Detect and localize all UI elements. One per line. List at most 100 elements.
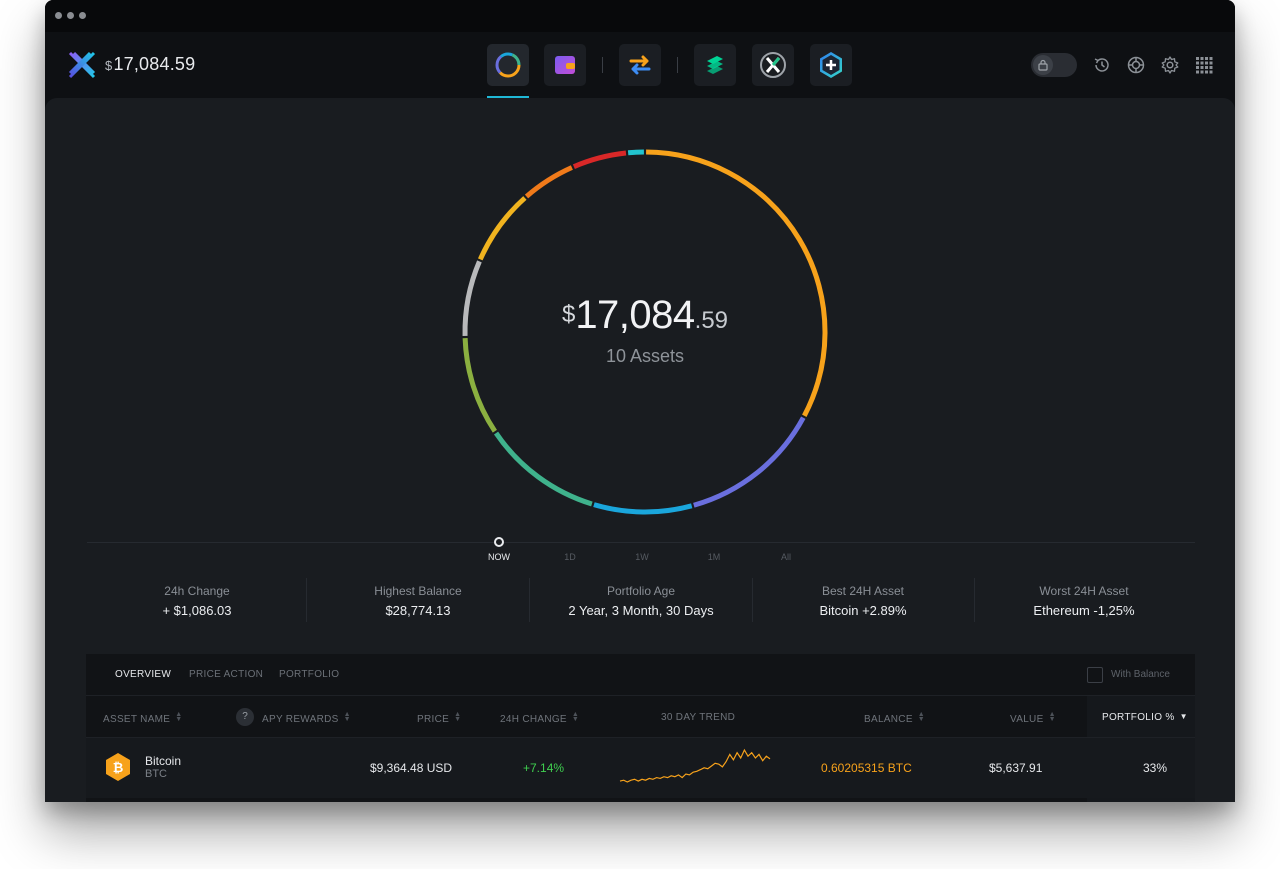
- table-header: ASSET NAME ▲ ▼ ? APY REWARDS ▲ ▼ PRICE ▲ ▼ 24H…: [86, 696, 1195, 738]
- column-apy-rewards[interactable]: APY REWARDS ▲ ▼: [262, 711, 351, 725]
- nav-exchange-button[interactable]: [619, 44, 661, 86]
- help-icon: [1127, 56, 1145, 74]
- stat-label: Best 24H Asset: [821, 584, 905, 598]
- portfolio-ring-chart: [462, 149, 828, 515]
- sort-icon: ▲ ▼: [1048, 711, 1056, 723]
- sort-icon: ▲ ▼: [454, 711, 462, 723]
- apps-grid-button[interactable]: [1193, 54, 1215, 76]
- portfolio-panel: $17,084.59 10 Assets NOW 1D 1W 1M All 24…: [45, 98, 1235, 802]
- window-minimize-dot[interactable]: [67, 12, 74, 19]
- lock-toggle-knob: [1033, 55, 1053, 75]
- with-balance-label: With Balance: [1111, 669, 1170, 680]
- stat-divider: [752, 578, 753, 622]
- asset-balance: 0.60205315 BTC: [821, 761, 912, 775]
- ring-segment[interactable]: [493, 431, 593, 507]
- nav-add-app-button[interactable]: [810, 44, 852, 86]
- with-balance-checkbox[interactable]: [1087, 667, 1103, 683]
- stat-label: Worst 24H Asset: [1039, 584, 1129, 598]
- tab-overview[interactable]: OVERVIEW: [115, 669, 172, 680]
- column-portfolio-pct-label: PORTFOLIO %: [1102, 712, 1175, 723]
- column-24h-change[interactable]: 24H CHANGE ▲ ▼: [500, 711, 580, 725]
- history-button[interactable]: [1091, 54, 1113, 76]
- header-balance: $17,084.59: [105, 54, 195, 75]
- stat-label: Highest Balance: [374, 584, 462, 598]
- table-row[interactable]: ₿ Bitcoin BTC $9,364.48 USD +7.14% 0.602…: [86, 738, 1195, 798]
- sparkline-line: [619, 748, 771, 783]
- timeline-all[interactable]: All: [780, 552, 791, 562]
- apps-grid-icon: [1196, 57, 1213, 74]
- table-tabs: OVERVIEW PRICE ACTION PORTFOLIO With Bal…: [86, 654, 1195, 696]
- stat-value: 2 Year, 3 Month, 30 Days: [568, 603, 714, 618]
- stat-value: Ethereum -1,25%: [1033, 603, 1135, 618]
- asset-24h-change: +7.14%: [523, 761, 565, 775]
- ring-segment[interactable]: [462, 260, 482, 337]
- asset-portfolio-pct: 33%: [1143, 761, 1168, 775]
- column-balance-label: BALANCE: [864, 714, 913, 725]
- timeline-marker[interactable]: [494, 537, 504, 547]
- portfolio-total-decimal: .59: [694, 307, 729, 334]
- settings-icon: [1161, 56, 1179, 74]
- sort-icon: ▲ ▼: [571, 711, 580, 723]
- stat-value: Bitcoin +2.89%: [819, 603, 907, 618]
- apy-help-icon[interactable]: ?: [236, 708, 254, 726]
- asset-name: Bitcoin: [145, 754, 182, 768]
- nav-exodus-app-button[interactable]: [752, 44, 794, 86]
- stat-divider: [529, 578, 530, 622]
- nav-wallet-button[interactable]: [544, 44, 586, 86]
- stat-divider: [306, 578, 307, 622]
- timeline-1d[interactable]: 1D: [564, 552, 576, 562]
- lock-toggle[interactable]: [1031, 53, 1077, 77]
- compound-app-icon: [707, 56, 723, 74]
- ring-segment[interactable]: [593, 502, 693, 515]
- asset-ticker: BTC: [145, 768, 167, 780]
- sort-icon: ▲ ▼: [175, 711, 183, 723]
- nav-compound-app-button[interactable]: [694, 44, 736, 86]
- asset-trend-sparkline: [619, 748, 771, 783]
- asset-count: 10 Assets: [605, 346, 685, 366]
- ring-segment[interactable]: [462, 338, 497, 433]
- timeline-1w[interactable]: 1W: [635, 552, 649, 562]
- timeline-now[interactable]: NOW: [488, 552, 510, 562]
- header-balance-amount: 17,084.59: [113, 54, 196, 74]
- portfolio-total: $17,084.59: [445, 293, 845, 338]
- column-balance[interactable]: BALANCE ▲ ▼: [864, 711, 925, 725]
- column-price[interactable]: PRICE ▲ ▼: [417, 711, 462, 725]
- stat-best-asset: Best 24H Asset Bitcoin +2.89%: [758, 584, 968, 618]
- portfolio-total-symbol: $: [561, 301, 576, 328]
- ring-segment[interactable]: [477, 196, 527, 261]
- stat-label: 24h Change: [164, 584, 230, 598]
- settings-button[interactable]: [1159, 54, 1181, 76]
- nav-separator: [602, 57, 603, 73]
- wallet-icon: [555, 56, 575, 74]
- column-portfolio-pct[interactable]: PORTFOLIO % ▼: [1102, 712, 1188, 723]
- svg-text:₿: ₿: [113, 761, 124, 776]
- timeline-1m[interactable]: 1M: [707, 552, 721, 562]
- tab-portfolio[interactable]: PORTFOLIO: [279, 669, 340, 680]
- stat-divider: [974, 578, 975, 622]
- stat-worst-asset: Worst 24H Asset Ethereum -1,25%: [979, 584, 1189, 618]
- column-asset-name[interactable]: ASSET NAME ▲ ▼: [103, 711, 183, 725]
- column-asset-name-label: ASSET NAME: [103, 714, 171, 725]
- help-button[interactable]: [1125, 54, 1147, 76]
- window-close-dot[interactable]: [55, 12, 62, 19]
- history-icon: [1094, 58, 1109, 72]
- ring-segment[interactable]: [572, 150, 627, 169]
- header-balance-symbol: $: [105, 58, 113, 73]
- ring-segment[interactable]: [646, 149, 828, 417]
- ring-segment[interactable]: [524, 165, 573, 199]
- stat-value: $28,774.13: [385, 603, 451, 618]
- stat-highest-balance: Highest Balance $28,774.13: [313, 584, 523, 618]
- tab-price-action[interactable]: PRICE ACTION: [189, 669, 264, 680]
- sort-icon: ▲ ▼: [343, 711, 351, 723]
- portfolio-icon: [495, 52, 521, 78]
- stat-portfolio-age: Portfolio Age 2 Year, 3 Month, 30 Days: [536, 584, 746, 618]
- nav-portfolio-button[interactable]: [487, 44, 529, 86]
- timeline-track: [87, 542, 1195, 543]
- exodus-logo-icon: [68, 51, 96, 79]
- ring-segment[interactable]: [693, 416, 806, 508]
- nav-separator: [677, 57, 678, 73]
- window-maximize-dot[interactable]: [79, 12, 86, 19]
- ring-segment[interactable]: [627, 149, 644, 156]
- asset-value: $5,637.91: [989, 761, 1043, 775]
- column-value[interactable]: VALUE ▲ ▼: [1010, 711, 1056, 725]
